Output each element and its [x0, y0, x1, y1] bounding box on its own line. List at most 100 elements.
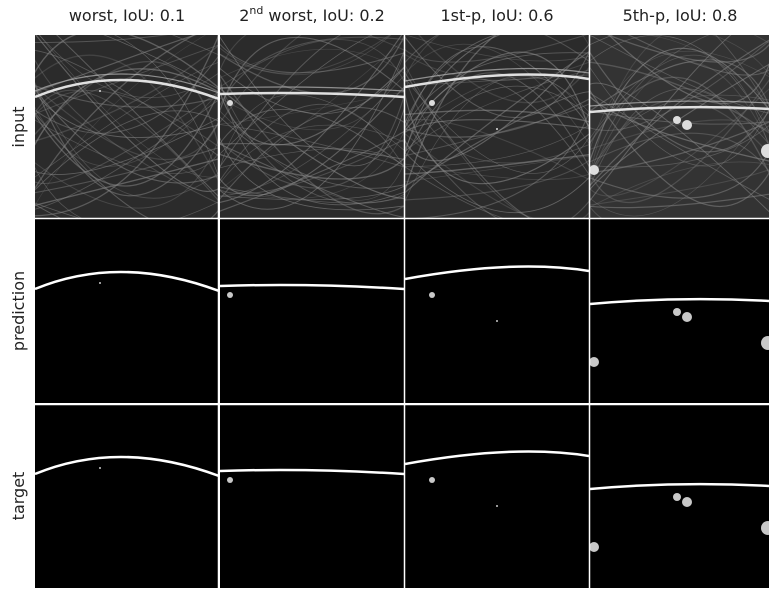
image-panel: [405, 404, 589, 588]
artifact-streak: [220, 35, 391, 75]
artifact-streak: [405, 35, 589, 64]
column-title: worst, IoU: 0.1: [69, 6, 185, 25]
blob: [590, 542, 599, 552]
artifact-streak: [220, 143, 404, 218]
panel-background: [220, 35, 404, 218]
blob: [429, 292, 435, 298]
blob: [227, 477, 233, 483]
artifact-streak: [35, 158, 219, 206]
artifact-streak: [590, 51, 769, 153]
blob: [496, 505, 498, 507]
artifact-streak: [220, 124, 404, 184]
blob: [99, 282, 101, 284]
artifact-streak: [220, 35, 302, 124]
image-panel: [590, 219, 769, 403]
panel-background: [35, 404, 219, 588]
artifact-streak: [35, 35, 219, 192]
image-panel: [220, 35, 404, 218]
artifact-streak: [405, 155, 589, 183]
image-panel: [590, 404, 769, 588]
artifact-streak: [38, 35, 219, 98]
artifact-streak: [220, 35, 392, 76]
column-title: 2nd worst, IoU: 0.2: [239, 4, 385, 25]
blob: [761, 336, 769, 350]
blob: [99, 90, 101, 92]
artifact-streak: [590, 125, 769, 168]
artifact-streak: [220, 110, 404, 201]
artifact-streak: [590, 76, 769, 175]
blob: [429, 477, 435, 483]
surface-curve: [220, 91, 404, 99]
artifact-streak: [35, 202, 219, 218]
artifact-streak: [405, 35, 588, 63]
artifact-streak: [405, 74, 589, 164]
artifact-streak: [220, 91, 404, 125]
artifact-streak: [220, 50, 404, 210]
artifact-streak: [405, 35, 501, 156]
artifact-streak: [581, 35, 589, 47]
artifact-streak: [590, 79, 769, 203]
artifact-streak: [405, 51, 589, 132]
artifact-streak: [405, 72, 589, 168]
image-panel: [405, 219, 589, 403]
image-panel: [35, 219, 219, 403]
artifact-streak: [220, 86, 404, 197]
image-panel: [405, 35, 589, 218]
artifact-streak: [35, 117, 219, 175]
artifact-streak: [35, 90, 219, 167]
artifact-streak: [590, 88, 769, 188]
artifact-streak: [405, 76, 589, 134]
artifact-streak: [405, 91, 589, 185]
artifact-streak: [220, 106, 404, 200]
artifact-streak: [405, 63, 531, 218]
blob: [496, 128, 498, 130]
artifact-streak: [35, 50, 219, 157]
surface-curve: [405, 73, 589, 89]
blob: [227, 100, 233, 106]
blob: [673, 308, 681, 316]
artifact-streak: [35, 44, 219, 115]
surface-curve: [35, 455, 219, 478]
artifact-streak: [35, 83, 219, 197]
surface-curve: [590, 297, 769, 306]
artifact-streak: [35, 54, 219, 134]
row-label: input: [9, 106, 28, 147]
artifact-streak: [35, 35, 207, 206]
surface-curve: [220, 283, 404, 291]
surface-curve: [590, 105, 769, 114]
artifact-streak: [405, 166, 504, 218]
image-panel: [35, 404, 219, 588]
artifact-streak: [220, 116, 404, 189]
artifact-streak: [405, 109, 589, 123]
artifact-streak: [415, 110, 589, 218]
artifact-streak: [590, 132, 769, 173]
artifact-streak: [590, 35, 614, 46]
artifact-streak: [220, 43, 404, 74]
artifact-streak: [35, 90, 219, 187]
artifact-streak: [220, 36, 404, 107]
blob: [761, 521, 769, 535]
panel-background: [405, 35, 589, 218]
artifact-streak: [405, 46, 589, 130]
image-panel: [590, 35, 769, 218]
artifact-streak: [418, 35, 589, 104]
artifact-streak: [220, 148, 404, 169]
image-panel: [220, 219, 404, 403]
artifact-streak: [35, 89, 219, 203]
artifact-streak: [220, 143, 404, 160]
artifact-streak: [627, 35, 769, 76]
artifact-streak: [405, 50, 589, 194]
artifact-streak: [590, 40, 769, 131]
artifact-streak: [405, 119, 589, 133]
artifact-streak: [711, 35, 769, 76]
row-label: prediction: [9, 271, 28, 351]
artifact-streak: [590, 35, 769, 175]
artifact-streak: [220, 35, 342, 168]
artifact-streak: [405, 159, 589, 201]
artifact-streak: [405, 153, 589, 175]
surface-curve: [35, 78, 219, 101]
bright-band: [220, 86, 404, 92]
artifact-streak: [606, 35, 769, 63]
artifact-streak: [405, 151, 589, 213]
panel-background: [405, 404, 589, 588]
